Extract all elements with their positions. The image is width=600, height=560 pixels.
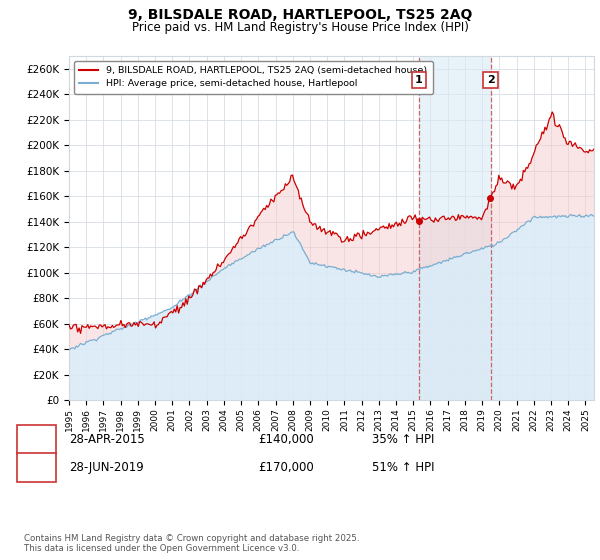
Text: Price paid vs. HM Land Registry's House Price Index (HPI): Price paid vs. HM Land Registry's House … (131, 21, 469, 34)
Legend: 9, BILSDALE ROAD, HARTLEPOOL, TS25 2AQ (semi-detached house), HPI: Average price: 9, BILSDALE ROAD, HARTLEPOOL, TS25 2AQ (… (74, 60, 433, 94)
Text: £170,000: £170,000 (258, 461, 314, 474)
Text: Contains HM Land Registry data © Crown copyright and database right 2025.
This d: Contains HM Land Registry data © Crown c… (24, 534, 359, 553)
Text: 2: 2 (487, 75, 494, 85)
Text: 28-JUN-2019: 28-JUN-2019 (69, 461, 144, 474)
Text: 2: 2 (32, 461, 41, 474)
Text: 9, BILSDALE ROAD, HARTLEPOOL, TS25 2AQ: 9, BILSDALE ROAD, HARTLEPOOL, TS25 2AQ (128, 8, 472, 22)
Text: £140,000: £140,000 (258, 433, 314, 446)
Text: 1: 1 (32, 433, 41, 446)
Bar (419, 56, 491, 400)
Text: 35% ↑ HPI: 35% ↑ HPI (372, 433, 434, 446)
Text: 28-APR-2015: 28-APR-2015 (69, 433, 145, 446)
Text: 1: 1 (415, 75, 422, 85)
Text: 51% ↑ HPI: 51% ↑ HPI (372, 461, 434, 474)
